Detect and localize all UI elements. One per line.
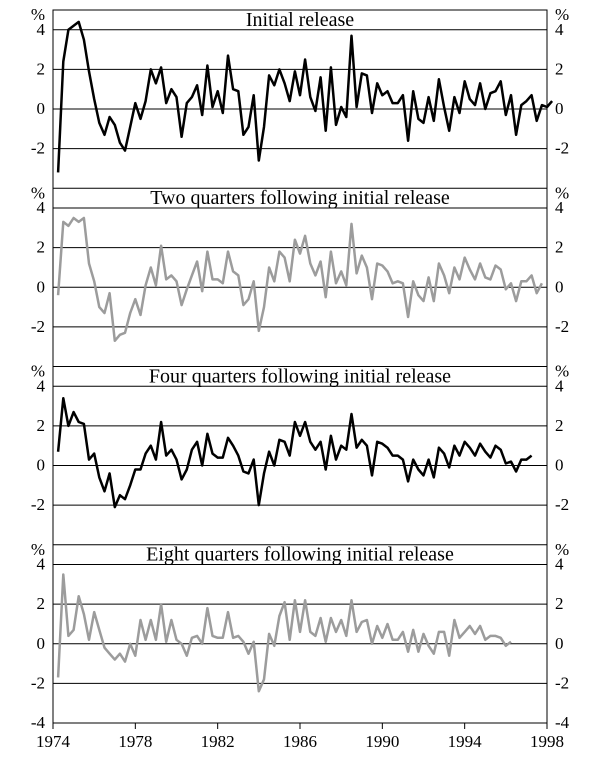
x-tick: 1990: [365, 732, 399, 751]
x-tick: 1978: [118, 732, 152, 751]
y-tick-right: -2: [555, 317, 569, 336]
y-tick-left: 0: [37, 634, 46, 653]
series-line: [58, 398, 531, 507]
y-tick-right: 0: [555, 634, 564, 653]
y-unit-left: %: [31, 362, 45, 381]
y-tick-left: 2: [37, 238, 46, 257]
y-tick-right: 0: [555, 277, 564, 296]
series-line: [58, 22, 552, 173]
y-tick-left: 0: [37, 456, 46, 475]
y-tick-left: -4: [31, 713, 46, 732]
panel-title: Initial release: [246, 9, 354, 31]
y-tick-right: 2: [555, 416, 564, 435]
y-tick-right: 0: [555, 99, 564, 118]
y-tick-right: -2: [555, 673, 569, 692]
y-tick-left: -2: [31, 495, 45, 514]
line-chart-figure: -2-2002244%%Initial release-2-2002244%%T…: [0, 0, 600, 761]
panel-0: -2-2002244%%Initial release: [31, 5, 569, 188]
panel-1: -2-2002244%%Two quarters following initi…: [31, 183, 569, 366]
y-unit-left: %: [31, 540, 45, 559]
y-tick-right: -2: [555, 495, 569, 514]
y-tick-left: -2: [31, 673, 45, 692]
y-tick-left: -2: [31, 317, 45, 336]
series-line: [58, 218, 542, 341]
x-tick: 1982: [201, 732, 235, 751]
y-unit-right: %: [555, 183, 569, 202]
y-tick-right: 2: [555, 238, 564, 257]
y-tick-left: 2: [37, 59, 46, 78]
y-tick-left: 0: [37, 99, 46, 118]
y-tick-right: 2: [555, 594, 564, 613]
panel-title: Eight quarters following initial release: [146, 544, 454, 566]
x-tick: 1974: [36, 732, 71, 751]
y-unit-right: %: [555, 5, 569, 24]
x-tick: 1994: [448, 732, 483, 751]
y-tick-right: -2: [555, 139, 569, 158]
y-unit-left: %: [31, 183, 45, 202]
y-unit-right: %: [555, 540, 569, 559]
y-tick-left: -2: [31, 139, 45, 158]
y-unit-right: %: [555, 362, 569, 381]
y-tick-left: 2: [37, 594, 46, 613]
y-tick-right: 2: [555, 59, 564, 78]
x-tick: 1986: [283, 732, 317, 751]
y-unit-left: %: [31, 5, 45, 24]
panel-title: Four quarters following initial release: [149, 365, 451, 387]
panel-title: Two quarters following initial release: [150, 187, 450, 209]
y-tick-right: 0: [555, 456, 564, 475]
y-tick-left: 2: [37, 416, 46, 435]
y-tick-right: -4: [555, 713, 570, 732]
x-tick: 1998: [530, 732, 564, 751]
panel-2: -2-2002244%%Four quarters following init…: [31, 362, 569, 545]
series-line: [58, 575, 511, 692]
panel-3: -4-4-2-2002244%%Eight quarters following…: [31, 540, 570, 732]
y-tick-left: 0: [37, 277, 46, 296]
